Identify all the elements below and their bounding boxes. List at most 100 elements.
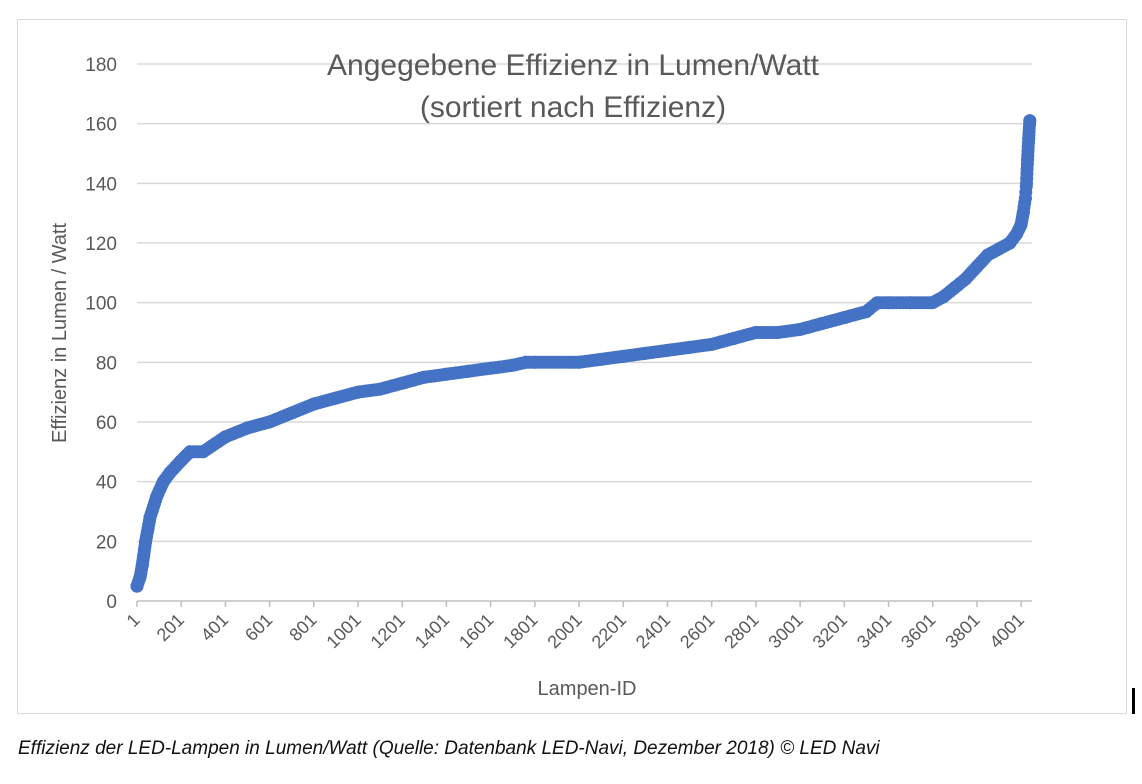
- data-point: [926, 296, 939, 310]
- axis-layer: [136, 600, 1032, 607]
- x-tick-label: 1: [123, 610, 144, 631]
- data-point: [439, 367, 453, 381]
- x-tick-label: 3801: [941, 610, 983, 652]
- text-cursor: [1132, 688, 1135, 714]
- data-point: [572, 355, 586, 369]
- data-point: [959, 272, 973, 286]
- data-point: [139, 534, 153, 548]
- data-point: [183, 445, 197, 459]
- data-point: [594, 352, 608, 366]
- data-point: [771, 326, 785, 339]
- data-point: [682, 340, 696, 354]
- x-tick-label: 401: [197, 610, 232, 645]
- data-point: [1022, 132, 1036, 146]
- data-point: [638, 346, 652, 360]
- data-point: [616, 349, 630, 363]
- data-point: [793, 323, 807, 336]
- data-point: [262, 415, 276, 429]
- x-tick-label: 2001: [543, 610, 585, 652]
- data-point: [727, 332, 741, 345]
- data-point: [1020, 176, 1033, 190]
- data-point: [329, 391, 343, 405]
- data-point: [749, 326, 763, 339]
- data-point: [417, 370, 431, 384]
- y-tick-label: 160: [85, 115, 117, 136]
- x-tick-label: 2401: [632, 610, 674, 652]
- data-point: [903, 296, 917, 310]
- y-tick-label: 60: [96, 413, 117, 434]
- data-point: [1016, 206, 1030, 220]
- x-tick-labels: 1 201 401 601 801 1001 1201 1401 1601 1801 2001 220…: [123, 610, 1028, 652]
- x-tick-label: 2201: [588, 610, 630, 652]
- y-tick-label: 0: [106, 592, 117, 613]
- data-point: [705, 337, 718, 351]
- data-point: [837, 311, 851, 325]
- data-point: [483, 361, 497, 375]
- figure-caption: Effizienz der LED-Lampen in Lumen/Watt (…: [18, 738, 880, 759]
- y-tick-label: 140: [85, 174, 117, 195]
- data-point: [307, 397, 321, 411]
- data-point: [1023, 114, 1037, 128]
- grid-layer: [137, 63, 1032, 543]
- data-point: [1018, 191, 1032, 205]
- y-axis-title: Effizienz in Lumen / Watt: [49, 223, 71, 444]
- y-tick-labels: 0 20 40 60 80 100 120 140 160 180: [85, 55, 117, 613]
- data-point: [859, 305, 873, 319]
- data-point: [395, 376, 409, 390]
- chart-title: Angegebene Effizienz in Lumen/Watt: [327, 49, 820, 82]
- y-tick-label: 180: [85, 55, 117, 76]
- data-point: [240, 421, 254, 435]
- data-point: [196, 445, 210, 459]
- data-point: [1003, 236, 1017, 250]
- y-tick-label: 40: [96, 473, 117, 494]
- data-point: [156, 475, 170, 489]
- data-point: [285, 406, 298, 420]
- x-tick-label: 601: [241, 610, 276, 645]
- data-point: [981, 248, 995, 262]
- x-tick-label: 2801: [720, 610, 762, 652]
- y-tick-label: 20: [96, 532, 117, 553]
- data-point: [1014, 218, 1028, 232]
- data-point: [373, 382, 387, 396]
- data-point: [143, 511, 157, 524]
- data-point: [815, 317, 829, 330]
- x-tick-label: 1401: [411, 610, 453, 652]
- data-point: [660, 343, 674, 357]
- x-tick-label: 201: [153, 610, 188, 645]
- data-point: [970, 260, 984, 274]
- data-point: [135, 558, 149, 572]
- data-point: [881, 296, 895, 310]
- data-point: [133, 570, 147, 584]
- data-point: [870, 296, 884, 310]
- data-point: [461, 364, 475, 378]
- x-tick-label: 4001: [986, 610, 1028, 652]
- x-tick-label: 1601: [455, 610, 497, 652]
- data-point: [163, 466, 177, 480]
- x-tick-label: 1801: [499, 610, 541, 652]
- y-tick-label: 80: [96, 353, 117, 374]
- x-tick-label: 3401: [853, 610, 895, 652]
- data-point: [519, 355, 533, 369]
- y-tick-label: 120: [85, 234, 117, 255]
- data-point: [150, 490, 164, 504]
- data-point: [937, 290, 951, 304]
- data-point: [351, 385, 365, 399]
- data-points: [130, 114, 1037, 593]
- data-point: [992, 242, 1006, 256]
- y-tick-label: 100: [85, 294, 117, 315]
- x-tick-label: 1201: [367, 610, 409, 652]
- data-point: [1021, 153, 1035, 166]
- x-tick-label: 801: [285, 610, 320, 645]
- chart-subtitle: (sortiert nach Effizienz): [420, 91, 726, 124]
- data-point: [506, 358, 520, 372]
- data-point: [174, 454, 188, 468]
- x-tick-label: 3601: [897, 610, 939, 652]
- x-tick-label: 2601: [676, 610, 718, 652]
- data-point: [528, 355, 542, 369]
- x-tick-label: 3001: [764, 610, 806, 652]
- x-axis-title: Lampen-ID: [538, 678, 637, 700]
- x-tick-label: 1001: [322, 610, 364, 652]
- data-point: [218, 430, 232, 444]
- x-tick-label: 3201: [809, 610, 851, 652]
